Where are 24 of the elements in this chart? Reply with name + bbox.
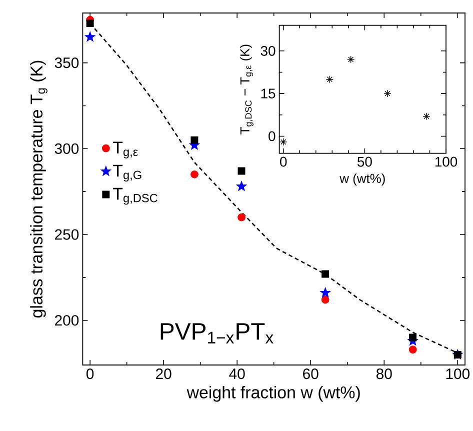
x-axis-title: w (wt%) [340, 174, 385, 186]
y-tick-label: 300 [54, 143, 79, 154]
y-tick-label: 15 [261, 88, 276, 98]
legend-label: T$_{g,DSC}$ [113, 188, 158, 205]
y-axis-title: T$_{g,DSC}$ − T$_{g,ε}$ (K) [240, 44, 254, 134]
x-tick-label: 80 [376, 368, 392, 380]
x-tick-label: 20 [156, 368, 172, 380]
legend-label: T$_{g,G}$ [113, 164, 142, 182]
x-tick-label: 60 [303, 368, 318, 380]
y-tick-label: 250 [55, 229, 79, 240]
x-tick-label: 100 [446, 368, 470, 380]
annotation: PVP$_{1−x}$PT$_{x}$ [160, 323, 274, 344]
x-tick-label: 40 [229, 368, 245, 380]
y-tick-label: 200 [55, 315, 79, 326]
legend-label: T$_{g,ε}$ [113, 142, 138, 158]
x-tick-label: 50 [357, 156, 372, 167]
y-axis-title: glass transition temperature T$_{g}$ (K) [30, 60, 48, 318]
y-tick-label: 0 [268, 131, 276, 142]
x-axis-title: weight fraction w (wt%) [186, 386, 360, 402]
x-tick-label: 0 [86, 368, 94, 380]
y-tick-label: 350 [54, 58, 79, 68]
x-tick-label: 0 [280, 156, 287, 167]
y-tick-label: 30 [260, 46, 276, 56]
x-tick-label: 100 [435, 156, 458, 167]
